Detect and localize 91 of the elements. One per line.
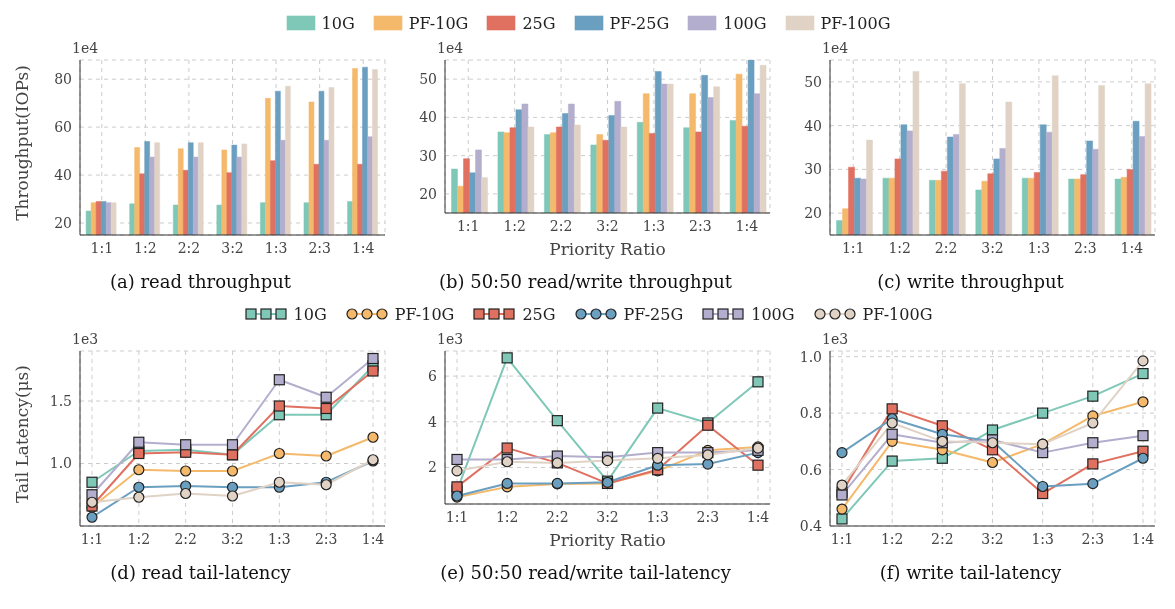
legend-label: PF-10G — [394, 304, 455, 324]
text: (d) read tail-latency — [109, 560, 292, 585]
x-tick-label: 1:1 — [445, 508, 469, 525]
x-tick-label: 2:3 — [1074, 239, 1097, 256]
x-tick-label: 1:4 — [1120, 239, 1144, 256]
y-tick-label: 30 — [804, 161, 822, 178]
y-axis-title: Tail Latency(μs) — [12, 364, 32, 503]
x-tick-label: 1:3 — [264, 239, 288, 256]
x-tick-label: 1:3 — [646, 508, 669, 525]
legend-label: 100G — [751, 304, 795, 324]
x-tick-label: 1:4 — [735, 217, 759, 234]
x-tick-label: 1:2 — [134, 239, 157, 256]
legend-label: PF-100G — [820, 13, 891, 33]
text: 1e4 — [72, 40, 99, 56]
text: (b) 50:50 read/write throughput — [437, 269, 734, 294]
x-axis-title: Priority Ratio — [548, 530, 667, 550]
x-tick-label: 1:3 — [642, 217, 666, 234]
x-tick-label: 2:2 — [931, 530, 954, 547]
y-tick-label: 1.5 — [49, 392, 72, 409]
x-tick-label: 1:2 — [495, 508, 519, 525]
x-tick-label: 2:3 — [308, 239, 331, 256]
y-tick-label: 1.0 — [49, 455, 72, 472]
y-tick-label: 60 — [54, 119, 72, 136]
x-tick-label: 3:2 — [981, 239, 1004, 256]
x-tick-label: 1:1 — [841, 239, 865, 256]
x-tick-label: 3:2 — [596, 217, 619, 234]
x-tick-label: 2:2 — [546, 508, 569, 525]
x-axis-title: Priority Ratio — [548, 239, 667, 259]
y-tick-label: 0.6 — [799, 461, 823, 478]
x-tick-label: 1:3 — [1031, 530, 1054, 547]
legend-label: 25G — [522, 304, 556, 324]
x-tick-label: 1:1 — [80, 530, 104, 547]
x-tick-label: 1:4 — [746, 508, 770, 525]
legend-label: 25G — [522, 13, 556, 33]
x-tick-label: 3:2 — [981, 530, 1004, 547]
y-tick-label: 20 — [804, 205, 822, 222]
x-tick-label: 1:2 — [503, 217, 526, 234]
x-tick-label: 2:2 — [549, 217, 573, 234]
legend-label: 10G — [321, 13, 355, 33]
x-tick-label: 2:3 — [696, 508, 720, 525]
legend-label: PF-25G — [609, 13, 670, 33]
x-tick-label: 3:2 — [221, 239, 244, 256]
x-tick-label: 1:1 — [456, 217, 480, 234]
text: (a) read throughput — [108, 269, 293, 294]
text: (c) write throughput — [876, 269, 1065, 294]
y-tick-label: 80 — [54, 71, 72, 88]
y-tick-label: 40 — [54, 167, 72, 184]
legend-label: PF-25G — [623, 304, 684, 324]
text: 1e4 — [437, 40, 464, 56]
text: 1e3 — [822, 331, 849, 347]
x-tick-label: 2:2 — [177, 239, 201, 256]
y-tick-label: 50 — [804, 73, 822, 90]
y-tick-label: 0.4 — [799, 517, 823, 534]
x-tick-label: 1:4 — [1131, 530, 1155, 547]
y-tick-label: 4 — [428, 413, 438, 430]
x-tick-label: 1:2 — [888, 239, 911, 256]
y-tick-label: 0.8 — [799, 405, 822, 422]
legend-label: 10G — [293, 304, 327, 324]
legend-label: 100G — [723, 13, 767, 33]
y-tick-label: 6 — [428, 368, 438, 385]
x-tick-label: 1:1 — [90, 239, 114, 256]
x-tick-label: 1:3 — [268, 530, 291, 547]
x-tick-label: 2:3 — [1081, 530, 1105, 547]
x-tick-label: 1:2 — [880, 530, 904, 547]
x-tick-label: 1:4 — [351, 239, 375, 256]
x-tick-label: 1:3 — [1027, 239, 1051, 256]
x-tick-label: 3:2 — [221, 530, 244, 547]
y-axis-title: Throughput(IOPs) — [12, 64, 32, 221]
y-tick-label: 20 — [419, 185, 437, 202]
y-tick-label: 2 — [428, 459, 437, 476]
legend-label: PF-10G — [408, 13, 469, 33]
x-tick-label: 1:4 — [361, 530, 385, 547]
text: (e) 50:50 read/write tail-latency — [439, 560, 732, 585]
legend-label: PF-100G — [862, 304, 933, 324]
y-tick-label: 20 — [54, 214, 72, 231]
x-tick-label: 3:2 — [596, 508, 619, 525]
x-tick-label: 2:2 — [174, 530, 197, 547]
x-tick-label: 2:3 — [314, 530, 338, 547]
x-tick-label: 2:3 — [689, 217, 712, 234]
y-tick-label: 30 — [419, 147, 437, 164]
x-tick-label: 1:1 — [830, 530, 854, 547]
text: 1e4 — [822, 40, 849, 56]
x-tick-label: 2:2 — [934, 239, 958, 256]
text: (f) write tail-latency — [878, 560, 1063, 585]
x-tick-label: 1:2 — [127, 530, 151, 547]
text: 1e3 — [72, 331, 99, 347]
y-tick-label: 50 — [419, 71, 437, 88]
y-tick-label: 1.0 — [799, 348, 822, 365]
y-tick-label: 40 — [419, 109, 437, 126]
text: 1e3 — [437, 331, 464, 347]
y-tick-label: 40 — [804, 117, 822, 134]
